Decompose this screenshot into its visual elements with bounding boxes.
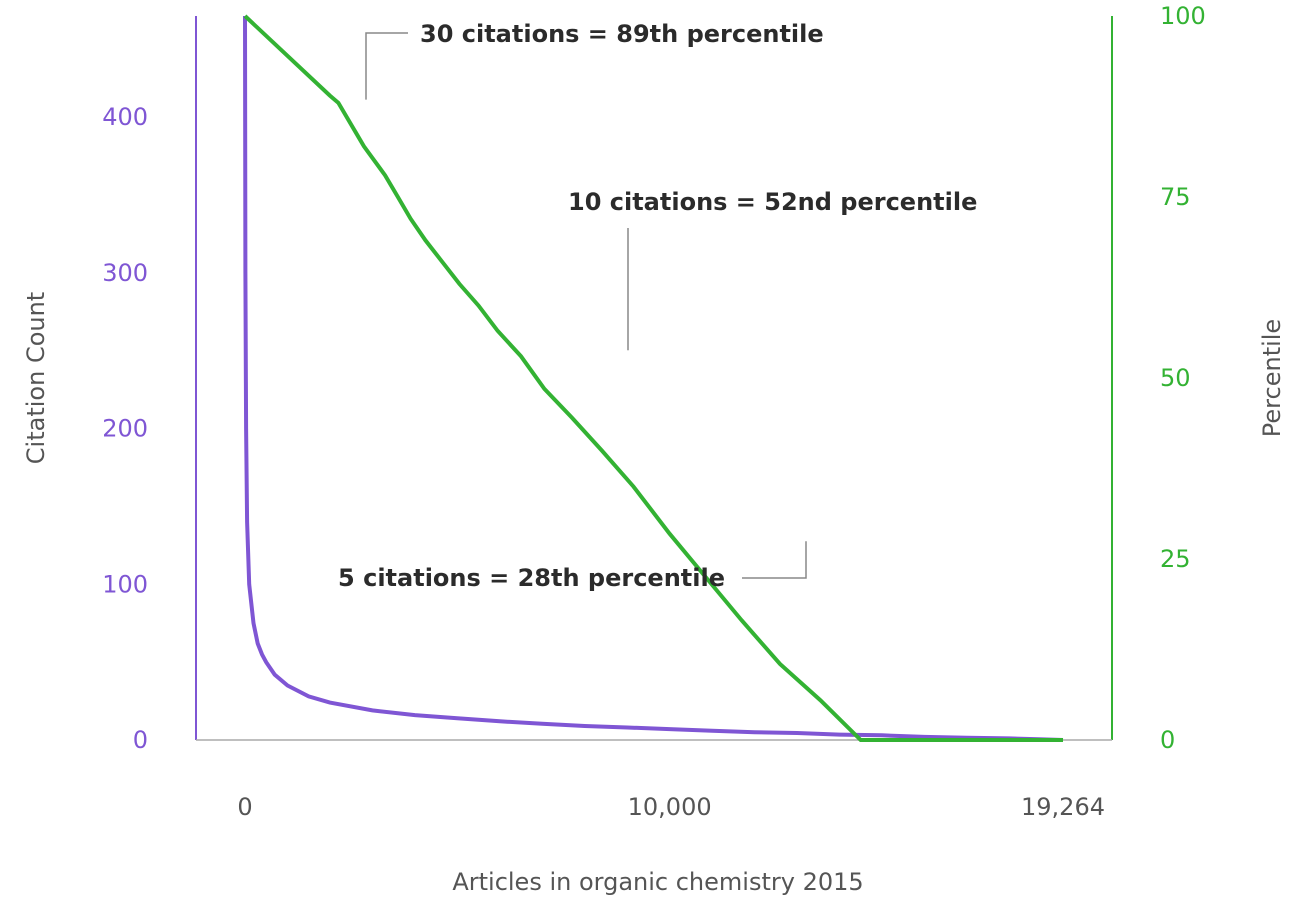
percentile-step-line [243,14,1063,742]
y-right-tick-label: 50 [1160,364,1191,392]
y-left-tick-label: 0 [133,726,148,754]
annotation-label: 5 citations = 28th percentile [338,564,725,592]
y-right-tick-label: 25 [1160,545,1191,573]
y-axis-right-title: Percentile [1258,319,1286,437]
y-left-tick-label: 200 [102,415,148,443]
annotation-label: 10 citations = 52nd percentile [568,188,977,216]
y-right-tick-label: 75 [1160,183,1191,211]
y-right-tick-label: 0 [1160,726,1175,754]
y-right-tick-label: 100 [1160,2,1206,30]
y-axis-left-title: Citation Count [22,292,50,464]
x-tick-label: 0 [237,793,252,821]
annotation-leader-line [742,541,807,579]
y-left-tick-label: 100 [102,570,148,598]
annotation-label: 30 citations = 89th percentile [420,20,824,48]
annotation-leader-line [365,32,408,100]
y-left-tick-label: 400 [102,103,148,131]
y-left-tick-label: 300 [102,259,148,287]
x-tick-label: 10,000 [628,793,712,821]
citation-count-line [243,15,1064,742]
x-axis-title: Articles in organic chemistry 2015 [452,868,863,896]
x-tick-label: 19,264 [1021,793,1105,821]
